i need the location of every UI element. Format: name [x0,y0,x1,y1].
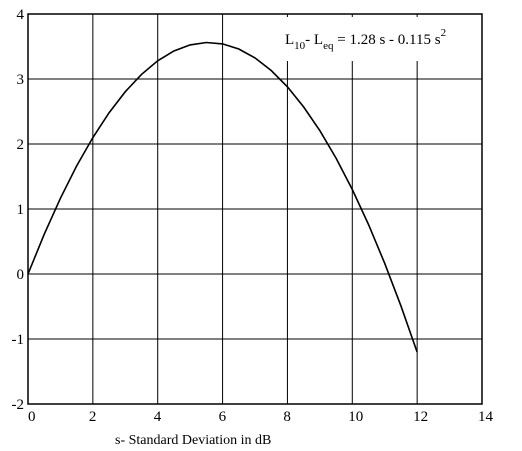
equation-annotation: L10- Leq = 1.28 s - 0.115 s2 [285,27,446,52]
eq-rhs: = 1.28 s - 0.115 s [333,32,440,48]
x-axis-label: s- Standard Deviation in dB [115,433,271,448]
x-tick-label: 2 [89,409,97,425]
x-tick-label: 6 [219,409,227,425]
equation-background [278,17,478,61]
series-line [27,41,418,353]
y-tick-label: -2 [12,397,25,413]
eq-sup: 2 [441,27,447,39]
y-tick-label: 3 [17,72,25,88]
y-tick-label: 4 [17,7,25,23]
y-tick-label: 1 [17,202,25,218]
x-tick-label: 10 [348,409,363,425]
eq-lhs-sub1: 10 [294,40,306,52]
x-tick-label: 4 [154,409,162,425]
x-tick-label: 8 [283,409,291,425]
eq-lhs-main: L [285,32,294,48]
y-tick-label: -1 [12,332,25,348]
grid [28,14,482,404]
x-tick-label: 14 [478,409,494,425]
x-tick-label: 12 [413,409,428,425]
x-tick-label: 0 [28,409,36,425]
eq-lhs-sub2: eq [323,40,334,52]
y-tick-label: 2 [17,137,25,153]
eq-minus: - L [305,32,323,48]
y-tick-label: 0 [17,267,25,283]
